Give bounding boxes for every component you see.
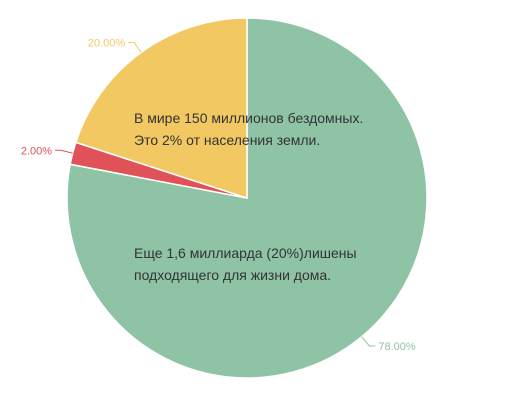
slice-percent-label: 20.00% xyxy=(88,38,126,50)
annotation-line: Это 2% от населения земли. xyxy=(134,132,321,148)
label-leader-line xyxy=(361,336,376,347)
annotation-top: В мире 150 миллионов бездомных. Это 2% о… xyxy=(134,107,363,151)
annotation-line: Еще 1,6 миллиарда (20%)лишены xyxy=(134,245,357,261)
slice-percent-label: 2.00% xyxy=(21,145,52,157)
slice-percent-label: 78.00% xyxy=(378,341,416,353)
label-leader-line xyxy=(128,42,142,53)
annotation-bottom: Еще 1,6 миллиарда (20%)лишены подходящег… xyxy=(134,242,357,286)
annotation-line: подходящего для жизни дома. xyxy=(134,267,332,283)
label-leader-line xyxy=(55,149,73,154)
pie-slice xyxy=(66,17,428,379)
pie-slice xyxy=(74,17,248,200)
annotation-line: В мире 150 миллионов бездомных. xyxy=(134,110,364,126)
